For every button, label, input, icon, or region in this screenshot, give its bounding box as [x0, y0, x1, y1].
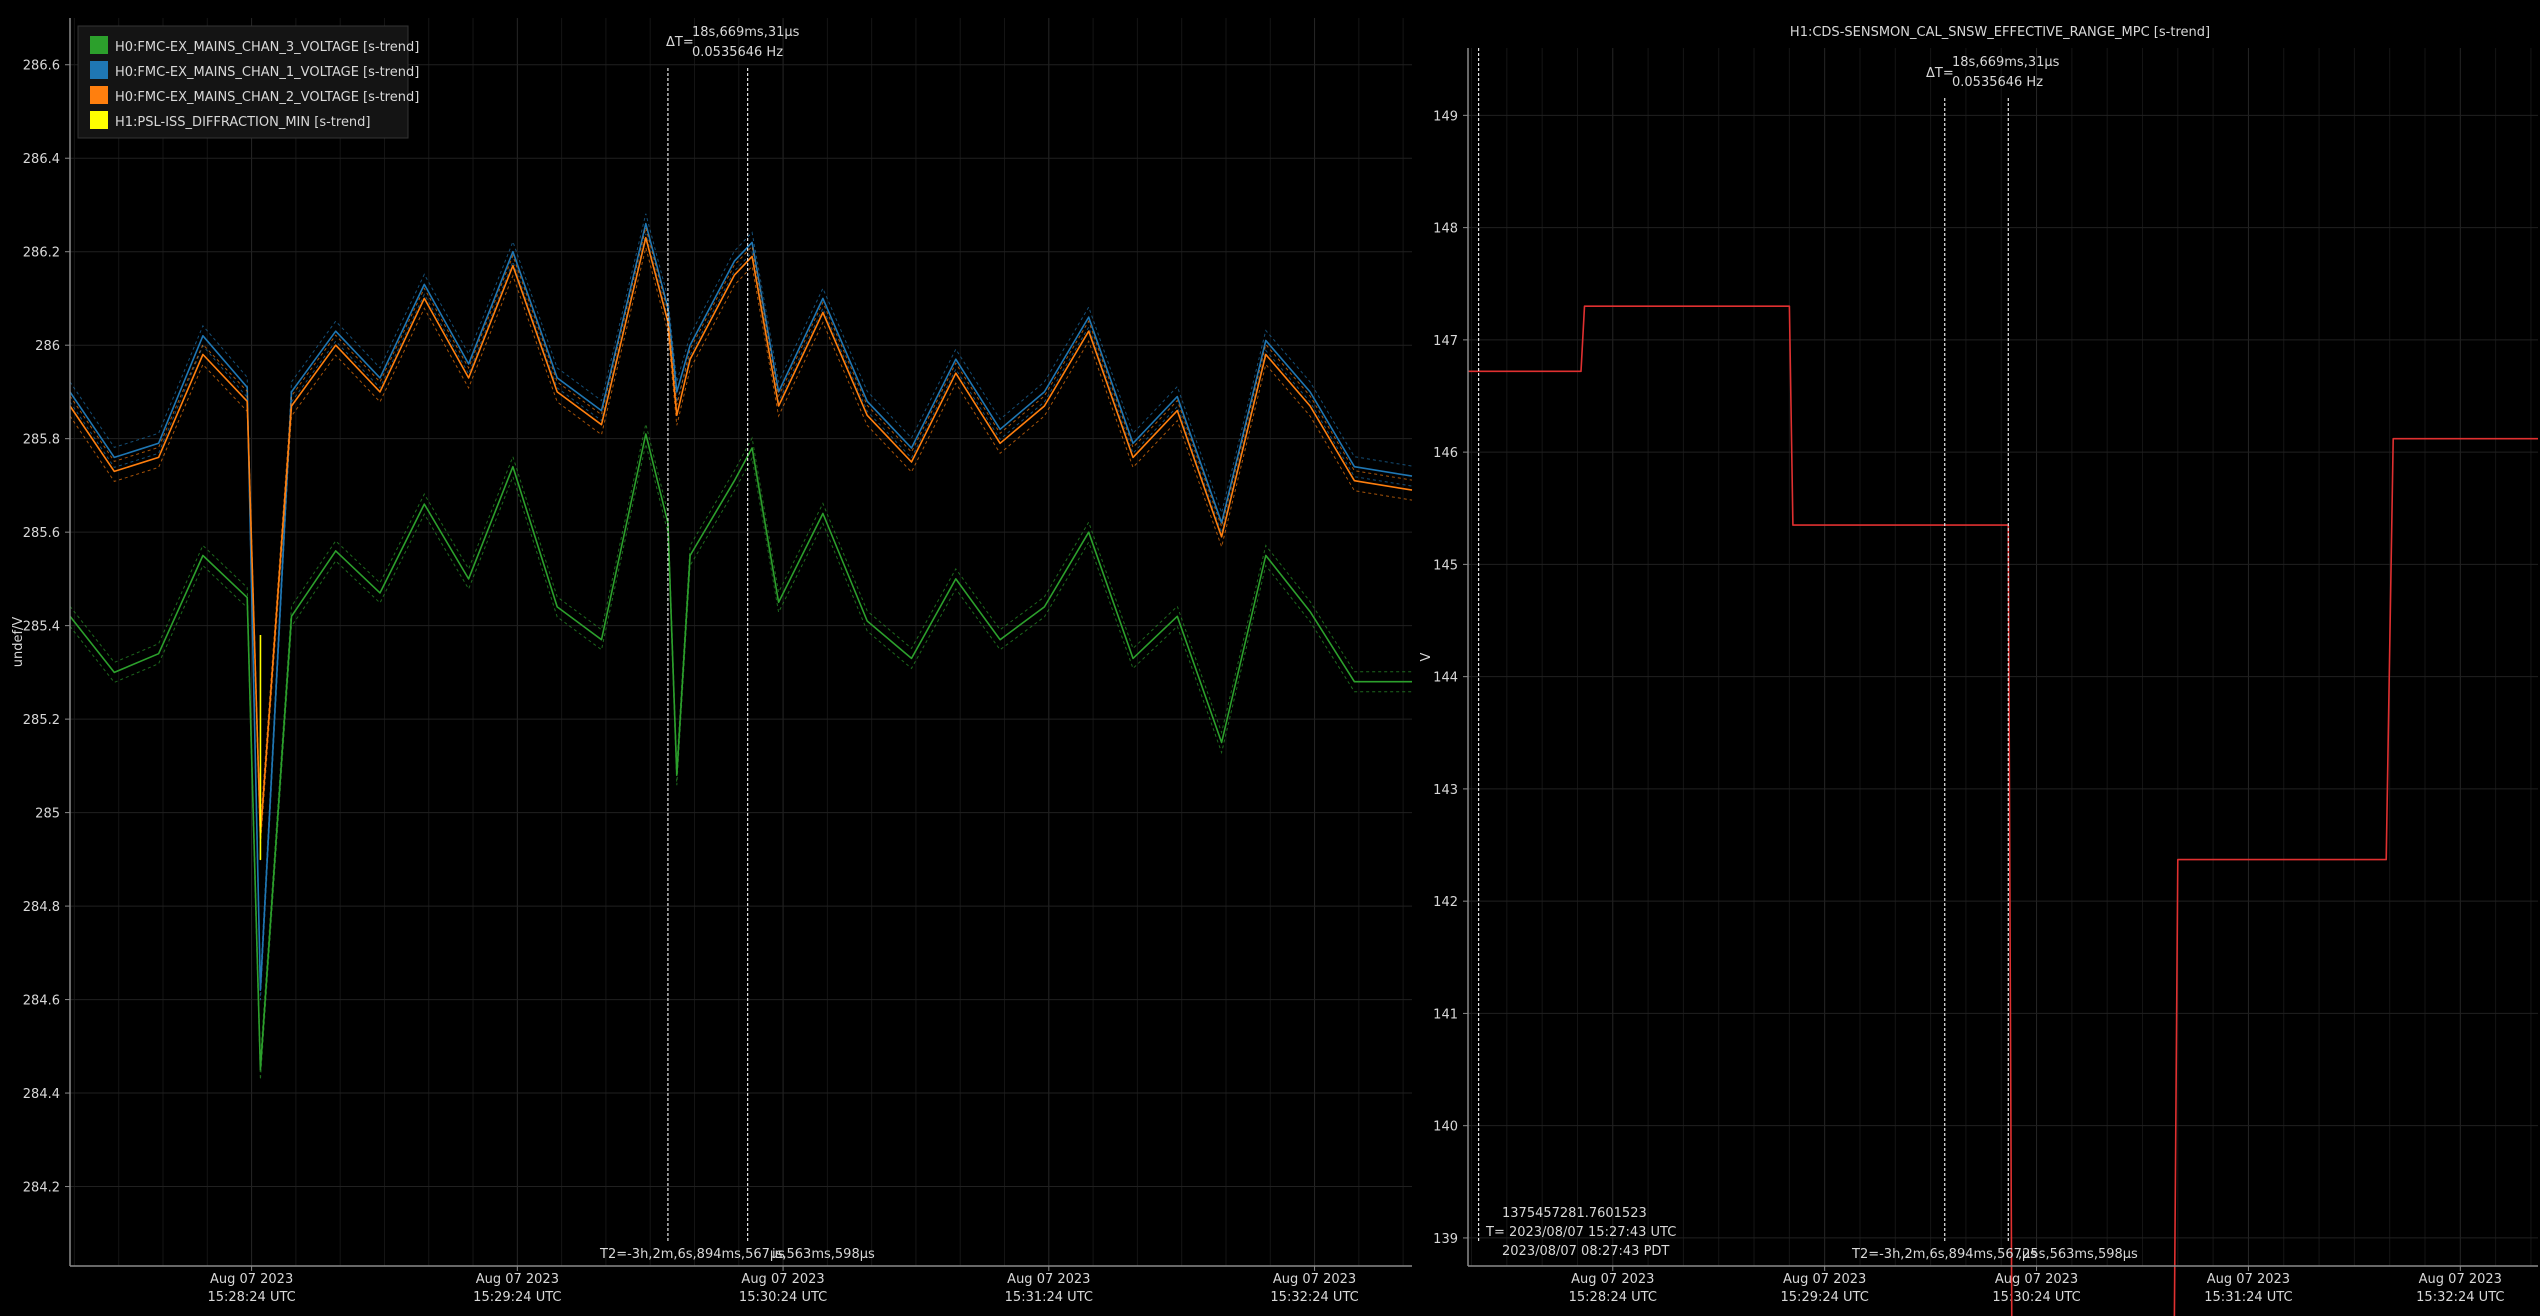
- legend-item-chan3: H0:FMC-EX_MAINS_CHAN_3_VOLTAGE [s-trend]: [90, 36, 419, 55]
- left-grid: [70, 18, 1412, 1266]
- series-min-envelope: [69, 233, 1413, 1001]
- series-line: [1468, 305, 2538, 1316]
- y-tick-label: 284.2: [23, 1181, 60, 1196]
- right-x-ticks: Aug 07 2023 15:28:24 UTC Aug 07 2023 15:29:…: [1569, 1266, 2504, 1305]
- y-tick-label: 140: [1433, 1120, 1458, 1135]
- legend-box: [77, 25, 409, 139]
- y-tick-label: 139: [1433, 1232, 1458, 1247]
- y-tick-label: 142: [1433, 895, 1458, 910]
- right-plot-panel: H1:CDS-SENSMON_CAL_SNSW_EFFECTIVE_RANGE_…: [1419, 25, 2538, 1316]
- left-x-ticks: Aug 07 2023 15:28:24 UTC Aug 07 2023 15:29:…: [207, 1266, 1359, 1305]
- y-tick-label: 286.4: [23, 152, 60, 167]
- y-tick-label: 146: [1433, 446, 1458, 461]
- x-tick-label: 15:29:24 UTC: [473, 1290, 561, 1305]
- legend-swatch: [90, 86, 108, 104]
- legend-item-psl: H1:PSL-ISS_DIFFRACTION_MIN [s-trend]: [90, 111, 371, 130]
- cursor-utc-time: T= 2023/08/07 15:27:43 UTC: [1485, 1225, 1676, 1240]
- x-tick-label: Aug 07 2023: [2207, 1272, 2290, 1287]
- left-cursor-delta-value: 18s,669ms,31µs: [692, 25, 800, 40]
- series-max-envelope: [69, 213, 1413, 981]
- y-tick-label: 147: [1433, 334, 1458, 349]
- x-tick-label: Aug 07 2023: [1007, 1272, 1090, 1287]
- x-tick-label: 15:29:24 UTC: [1781, 1290, 1869, 1305]
- right-y-axis-label: V: [1419, 652, 1434, 661]
- x-tick-label: 15:28:24 UTC: [1569, 1290, 1657, 1305]
- x-tick-label: Aug 07 2023: [1783, 1272, 1866, 1287]
- left-cursor-t2: T2=-3h,2m,6s,894ms,567µs: [599, 1247, 785, 1262]
- y-tick-label: 285.2: [23, 713, 60, 728]
- x-tick-label: 15:32:24 UTC: [1270, 1290, 1358, 1305]
- left-cursor-frequency: 0.0535646 Hz: [692, 45, 783, 60]
- right-chart-title: H1:CDS-SENSMON_CAL_SNSW_EFFECTIVE_RANGE_…: [1790, 25, 2210, 40]
- x-tick-label: Aug 07 2023: [210, 1272, 293, 1287]
- x-tick-label: 15:32:24 UTC: [2416, 1290, 2504, 1305]
- series-min-envelope: [69, 247, 1413, 847]
- y-tick-label: 284.6: [23, 994, 60, 1009]
- right-y-ticks: 139 140 141 142 143 144 145 146 147 148 149: [1433, 109, 1468, 1247]
- x-tick-label: 15:28:24 UTC: [207, 1290, 295, 1305]
- legend-swatch: [90, 36, 108, 54]
- right-cursor-delta-value: 18s,669ms,31µs: [1952, 55, 2060, 70]
- y-tick-label: 145: [1433, 558, 1458, 573]
- y-tick-label: 284.4: [23, 1087, 60, 1102]
- left-cursors: [667, 68, 749, 1242]
- left-cursor-annotation: ΔT= 18s,669ms,31µs 0.0535646 Hz T2=-3h,2…: [599, 25, 875, 1262]
- legend-label: H0:FMC-EX_MAINS_CHAN_3_VOLTAGE [s-trend]: [115, 40, 419, 55]
- cursor-pdt-time: 2023/08/07 08:27:43 PDT: [1502, 1244, 1669, 1259]
- left-y-ticks: 284.2 284.4 284.6 284.8 285 285.2 285.4 285.6 28…: [23, 59, 70, 1196]
- right-cursor-frequency: 0.0535646 Hz: [1952, 75, 2043, 90]
- y-tick-label: 143: [1433, 783, 1458, 798]
- right-cursors: [1477, 48, 2009, 1242]
- series-max-envelope: [69, 227, 1413, 827]
- y-tick-label: 285.8: [23, 433, 60, 448]
- series-line: [69, 433, 1412, 1071]
- series-line: [69, 236, 1413, 837]
- right-cursor-delta-label: ΔT=: [1926, 66, 1954, 81]
- left-plot-panel: 284.2 284.4 284.6 284.8 285 285.2 285.4 285.6 28…: [11, 18, 1413, 1305]
- right-cursor-annotation: ΔT= 18s,669ms,31µs 0.0535646 Hz T2=-3h,2…: [1851, 55, 2138, 1262]
- left-y-axis-label: undef/V: [11, 617, 26, 668]
- y-tick-label: 141: [1433, 1007, 1458, 1022]
- y-tick-label: 285.6: [23, 526, 60, 541]
- y-tick-label: 286: [35, 339, 60, 354]
- y-tick-label: 285.4: [23, 620, 60, 635]
- legend-label: H1:PSL-ISS_DIFFRACTION_MIN [s-trend]: [115, 115, 371, 130]
- legend-item-chan2: H0:FMC-EX_MAINS_CHAN_2_VOLTAGE [s-trend]: [90, 86, 419, 105]
- y-tick-label: 285: [35, 807, 60, 822]
- left-cursor-delta-label: ΔT=: [666, 35, 694, 50]
- left-cursor-t2-overlap: is,563ms,598µs: [772, 1247, 875, 1262]
- x-tick-label: 15:30:24 UTC: [1992, 1290, 2080, 1305]
- cursor-gps-time: 1375457281.7601523: [1502, 1206, 1647, 1221]
- right-cursor-t2-overlap: ,25s,563ms,598µs: [2018, 1247, 2138, 1262]
- right-cursor-t2: T2=-3h,2m,6s,894ms,567µs: [1851, 1247, 2037, 1262]
- x-tick-label: 15:31:24 UTC: [2204, 1290, 2292, 1305]
- y-tick-label: 149: [1433, 109, 1458, 124]
- y-tick-label: 284.8: [23, 900, 60, 915]
- right-series-group: [1468, 305, 2538, 1316]
- series-line: [69, 222, 1413, 991]
- x-tick-label: Aug 07 2023: [1571, 1272, 1654, 1287]
- y-tick-label: 144: [1433, 671, 1458, 686]
- x-tick-label: 15:31:24 UTC: [1005, 1290, 1093, 1305]
- legend-swatch: [90, 61, 108, 79]
- x-tick-label: Aug 07 2023: [476, 1272, 559, 1287]
- legend: H0:FMC-EX_MAINS_CHAN_3_VOLTAGE [s-trend]…: [77, 25, 419, 139]
- x-tick-label: Aug 07 2023: [1273, 1272, 1356, 1287]
- y-tick-label: 148: [1433, 222, 1458, 237]
- legend-swatch: [90, 111, 108, 129]
- legend-item-chan1: H0:FMC-EX_MAINS_CHAN_1_VOLTAGE [s-trend]: [90, 61, 419, 80]
- x-tick-label: 15:30:24 UTC: [739, 1290, 827, 1305]
- x-tick-label: Aug 07 2023: [2419, 1272, 2502, 1287]
- x-tick-label: Aug 07 2023: [1995, 1272, 2078, 1287]
- y-tick-label: 286.2: [23, 246, 60, 261]
- legend-label: H0:FMC-EX_MAINS_CHAN_1_VOLTAGE [s-trend]: [115, 65, 419, 80]
- x-tick-label: Aug 07 2023: [741, 1272, 824, 1287]
- legend-label: H0:FMC-EX_MAINS_CHAN_2_VOLTAGE [s-trend]: [115, 90, 419, 105]
- cursor-time-readout: 1375457281.7601523 T= 2023/08/07 15:27:4…: [1485, 1206, 1676, 1259]
- left-series-group: [69, 213, 1413, 1080]
- y-tick-label: 286.6: [23, 59, 60, 74]
